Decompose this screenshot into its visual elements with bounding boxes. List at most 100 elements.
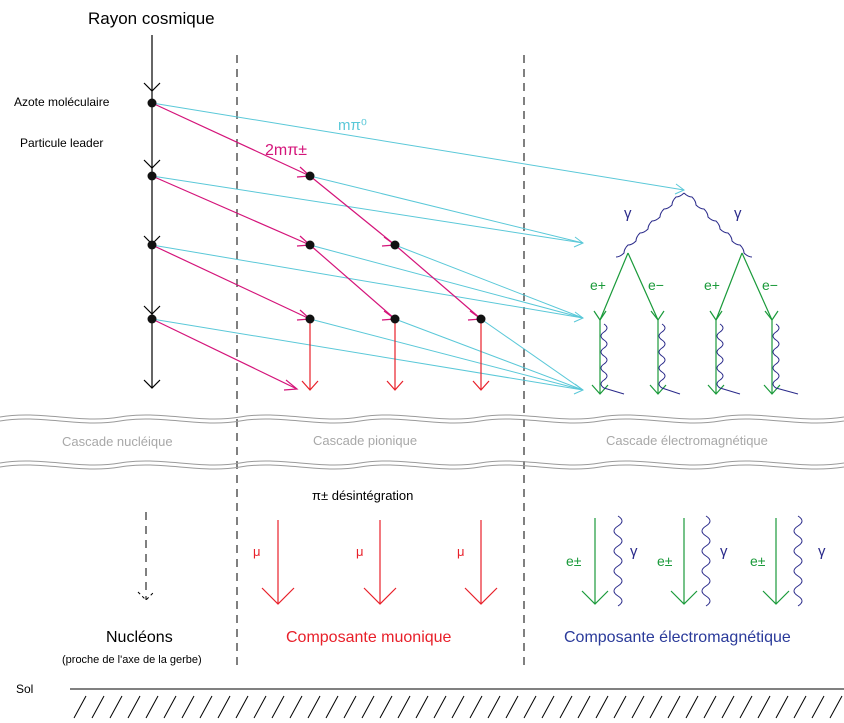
gamma-label: γ [720, 543, 728, 560]
hatch-line [343, 695, 357, 719]
hatch-line [829, 695, 843, 719]
em-cascade-upper [591, 192, 799, 395]
gamma-wave [683, 192, 753, 258]
hatch-line [577, 695, 591, 719]
lower-muon-arrows [261, 520, 498, 605]
ground-label: Sol [16, 682, 33, 696]
muon-label: μ [356, 544, 364, 559]
interaction-point [147, 171, 157, 181]
e-pm-label: e± [750, 553, 766, 569]
hatch-line [685, 695, 699, 719]
ground [70, 688, 844, 719]
hatch-line [667, 695, 681, 719]
arrowhead [143, 379, 161, 389]
leader-label: Particule leader [20, 136, 103, 150]
hatch-line [451, 695, 465, 719]
arrowhead [143, 305, 161, 315]
interaction-point [147, 314, 157, 324]
hatch-line [595, 695, 609, 719]
hatch-line [793, 695, 807, 719]
hatch-line [433, 695, 447, 719]
atmosphere-break [0, 414, 844, 470]
em-component-title: Composante électromagnétique [564, 629, 791, 646]
hatch-line [235, 695, 249, 719]
hatch-line [127, 695, 141, 719]
hatch-line [163, 695, 177, 719]
interaction-points [147, 98, 486, 324]
hatch-line [217, 695, 231, 719]
interaction-point [305, 314, 315, 324]
hatch-line [505, 695, 519, 719]
hatch-line [361, 695, 375, 719]
column-separators [236, 55, 525, 670]
e-pm-label: e± [566, 553, 582, 569]
hatch-line [523, 695, 537, 719]
muonic-component-title: Composante muonique [286, 629, 452, 646]
interaction-point [390, 240, 400, 250]
interaction-point [390, 314, 400, 324]
hatch-line [289, 695, 303, 719]
cosmic-ray-label: Rayon cosmique [88, 9, 215, 28]
hatch-line [541, 695, 555, 719]
hatch-line [271, 695, 285, 719]
em-cascade-label: Cascade électromagnétique [606, 433, 768, 448]
interaction-point [305, 171, 315, 181]
neutral-pion-tracks [151, 102, 685, 395]
hatch-line [379, 695, 393, 719]
ground-hatching [73, 695, 843, 719]
hatch-line [109, 695, 123, 719]
hatch-line [487, 695, 501, 719]
hatch-line [775, 695, 789, 719]
interaction-point [147, 98, 157, 108]
interaction-point [305, 240, 315, 250]
gamma-label: γ [734, 205, 742, 222]
e-pm-label: e± [657, 553, 673, 569]
upper-muon-arrows [301, 322, 490, 391]
hatch-line [703, 695, 717, 719]
hatch-line [631, 695, 645, 719]
arrowhead [143, 159, 161, 169]
nuclear-cascade-label: Cascade nucléique [62, 434, 173, 449]
positron-label: e+ [590, 277, 606, 293]
hatch-line [721, 695, 735, 719]
pion-decay-label: π± désintégration [312, 488, 413, 503]
labels: Rayon cosmique Azote moléculaire Particu… [14, 9, 826, 696]
neutral-pion-label: mπ⁰ [338, 117, 367, 134]
hatch-line [811, 695, 825, 719]
interaction-point [147, 240, 157, 250]
hatch-line [307, 695, 321, 719]
electron-label: e− [762, 277, 778, 293]
positron-label: e+ [704, 277, 720, 293]
hatch-line [469, 695, 483, 719]
interaction-point [476, 314, 486, 324]
hatch-line [181, 695, 195, 719]
hatch-line [199, 695, 213, 719]
hatch-line [325, 695, 339, 719]
hatch-line [415, 695, 429, 719]
gamma-label: γ [818, 543, 826, 560]
primary-track [143, 35, 161, 389]
hatch-line [649, 695, 663, 719]
hatch-line [73, 695, 87, 719]
gamma-label: γ [624, 205, 632, 222]
hatch-line [145, 695, 159, 719]
hatch-line [253, 695, 267, 719]
muon-label: μ [253, 544, 261, 559]
gamma-label: γ [630, 543, 638, 560]
nucleons-title: Nucléons [106, 629, 173, 646]
hatch-line [397, 695, 411, 719]
charged-pion-label: 2mπ± [265, 142, 307, 159]
electron-label: e− [648, 277, 664, 293]
hatch-line [91, 695, 105, 719]
hatch-line [613, 695, 627, 719]
pionic-cascade-label: Cascade pionique [313, 433, 417, 448]
arrowhead [143, 82, 161, 92]
gamma-wave [615, 192, 685, 258]
nucleons-note: (proche de l'axe de la gerbe) [62, 654, 202, 666]
nitrogen-label: Azote moléculaire [14, 95, 110, 109]
hatch-line [559, 695, 573, 719]
hatch-line [739, 695, 753, 719]
nucleon-arrow [137, 512, 155, 601]
lower-em-component [581, 515, 803, 607]
